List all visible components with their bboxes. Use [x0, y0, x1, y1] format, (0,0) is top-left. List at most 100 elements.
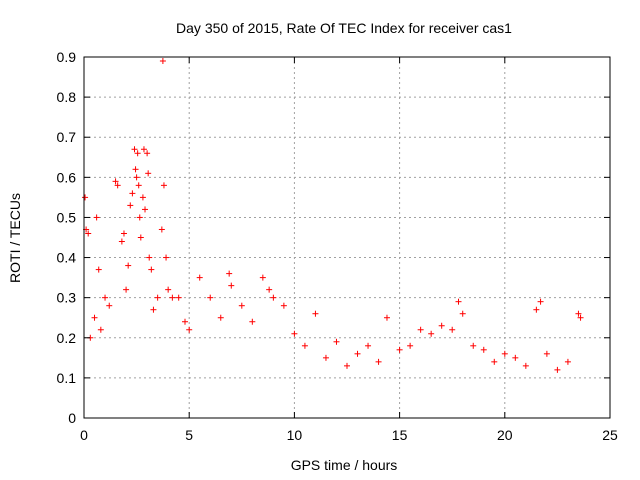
data-point [136, 214, 143, 221]
data-point [577, 314, 584, 321]
data-point [537, 298, 544, 305]
data-point [85, 230, 92, 237]
data-point [139, 194, 146, 201]
data-point [82, 194, 89, 201]
data-point [106, 302, 113, 309]
data-point [145, 170, 152, 177]
data-point [114, 182, 121, 189]
data-point [133, 174, 140, 181]
data-point [470, 342, 477, 349]
data-point [91, 314, 98, 321]
data-point [266, 286, 273, 293]
data-point [123, 286, 130, 293]
data-point [417, 326, 424, 333]
data-point [154, 294, 161, 301]
data-point [158, 226, 165, 233]
data-point [428, 330, 435, 337]
plot-frame [83, 56, 611, 419]
data-point [344, 362, 350, 369]
data-point [480, 346, 487, 353]
data-point [249, 318, 256, 325]
data-point [163, 254, 170, 261]
data-point [144, 150, 151, 157]
data-point [322, 354, 329, 361]
data-point [207, 294, 214, 301]
x-tick-label: 15 [392, 427, 408, 443]
data-point [134, 150, 141, 157]
data-point [226, 270, 233, 277]
x-axis-label: GPS time / hours [291, 457, 398, 473]
x-tick-label: 5 [185, 427, 193, 443]
data-point [196, 274, 203, 281]
y-tick-label: 0.9 [57, 49, 77, 65]
data-point [301, 342, 308, 349]
data-point [564, 358, 571, 365]
data-point [148, 266, 155, 273]
data-point [142, 206, 149, 213]
data-point [120, 230, 127, 237]
grid-lines [84, 57, 610, 418]
x-tick-label: 20 [497, 427, 513, 443]
data-point [160, 182, 167, 189]
data-point [150, 306, 157, 313]
data-point [383, 314, 390, 321]
data-point [259, 274, 266, 281]
data-point [533, 306, 540, 313]
data-point [132, 166, 139, 173]
data-point [512, 354, 519, 361]
data-point [375, 358, 382, 365]
data-point [501, 350, 508, 357]
y-axis-label: ROTI / TECUs [7, 193, 23, 283]
x-tick-label: 10 [287, 427, 303, 443]
data-point [459, 310, 466, 317]
data-point [270, 294, 277, 301]
data-point [181, 318, 188, 325]
data-point [238, 302, 245, 309]
data-point [129, 190, 136, 197]
data-point [169, 294, 176, 301]
chart-title: Day 350 of 2015, Rate Of TEC Index for r… [176, 20, 512, 36]
y-tick-label: 0.8 [57, 89, 77, 105]
data-point [159, 58, 166, 65]
data-point [186, 326, 193, 333]
data-point [396, 346, 403, 353]
data-point [228, 282, 235, 289]
data-point [146, 254, 153, 261]
x-tick-label: 25 [602, 427, 618, 443]
y-tick-label: 0.4 [57, 250, 77, 266]
y-tick-label: 0 [68, 410, 76, 426]
y-tick-label: 0.6 [57, 169, 77, 185]
x-tick-label: 0 [80, 427, 88, 443]
data-point [280, 302, 287, 309]
data-points [82, 58, 584, 373]
data-point [125, 262, 132, 269]
y-tick-label: 0.5 [57, 209, 77, 225]
y-tick-label: 0.7 [57, 129, 77, 145]
data-point [165, 286, 172, 293]
y-tick-label: 0.3 [57, 290, 77, 306]
data-point [112, 178, 119, 185]
data-point [354, 350, 361, 357]
data-point [407, 342, 414, 349]
data-point [522, 362, 529, 369]
y-tick-label: 0.1 [57, 370, 77, 386]
data-point [137, 234, 144, 241]
data-point [455, 298, 462, 305]
data-point [554, 366, 561, 373]
data-point [217, 314, 224, 321]
data-point [135, 182, 142, 189]
data-point [95, 266, 102, 273]
data-point [438, 322, 445, 329]
data-point [543, 350, 550, 357]
data-point [118, 238, 125, 245]
data-point [93, 214, 100, 221]
y-tick-label: 0.2 [57, 330, 77, 346]
data-point [333, 338, 340, 345]
data-point [291, 330, 298, 337]
data-point [491, 358, 498, 365]
y-axis-ticks: 0 0.1 0.2 0.3 0.4 0.5 0.6 0.7 0.8 0.9 [57, 49, 610, 426]
data-point [449, 326, 456, 333]
data-point [575, 310, 582, 317]
data-point [102, 294, 109, 301]
